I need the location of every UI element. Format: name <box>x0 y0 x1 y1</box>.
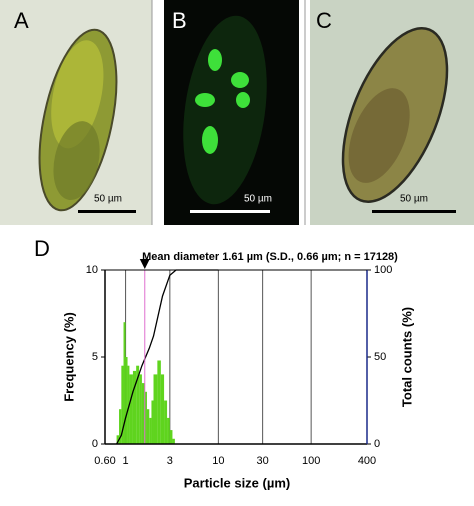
cell-granules <box>51 40 104 149</box>
scale-bar-label: 50 µm <box>400 194 428 205</box>
fluorescence-spot <box>202 126 218 154</box>
histogram-bar <box>121 365 124 444</box>
mean-arrow <box>139 259 150 269</box>
histogram-bar <box>153 374 158 444</box>
y-tick-label: 0 <box>92 438 98 450</box>
scale-bar <box>190 210 270 213</box>
histogram-bar <box>119 409 122 444</box>
scale-bar <box>78 210 136 213</box>
y2-axis-label: Total counts (%) <box>399 307 414 407</box>
panel-label: B <box>172 8 187 33</box>
histogram-bar <box>129 374 133 444</box>
histogram-bar <box>136 365 140 444</box>
panel-c: C 50 µm <box>310 0 474 225</box>
histogram-bar <box>125 357 128 444</box>
histogram-bar <box>139 374 142 444</box>
cell-granules <box>53 121 100 200</box>
y-axis-label: Frequency (%) <box>61 312 76 402</box>
x-tick-label: 1 <box>123 455 129 467</box>
panel-label: A <box>14 8 29 33</box>
scale-bar-label: 50 µm <box>94 194 122 205</box>
histogram-bar <box>172 438 175 444</box>
histogram-bar <box>151 400 154 444</box>
histogram-bar <box>167 417 170 444</box>
cell <box>183 15 267 205</box>
x-tick-label: 400 <box>358 455 376 467</box>
scale-bar-label: 50 µm <box>244 194 272 205</box>
histogram-bar <box>144 391 147 444</box>
histogram-bar <box>157 360 161 444</box>
x-axis-label: Particle size (µm) <box>184 475 290 490</box>
fluorescence-spot <box>195 93 215 107</box>
x-tick-label: 100 <box>302 455 320 467</box>
histogram-bar <box>160 374 165 444</box>
y-tick-label: 10 <box>86 264 98 276</box>
panel-label: C <box>316 8 332 33</box>
histogram-bar <box>146 409 150 444</box>
fluorescence-spot <box>208 49 222 71</box>
annotation: Mean diameter 1.61 µm (S.D., 0.66 µm; n … <box>142 251 398 263</box>
x-tick-label: 30 <box>257 455 269 467</box>
histogram-bar <box>141 383 145 444</box>
histogram-bar <box>132 370 137 444</box>
y-tick-label: 5 <box>92 351 98 363</box>
panel-b: B 50 µm <box>164 0 299 225</box>
fluorescence-spot <box>236 92 250 108</box>
histogram-bar <box>149 417 152 444</box>
x-tick-label: 10 <box>212 455 224 467</box>
histogram-bar <box>164 400 168 444</box>
histogram-bar <box>116 435 120 444</box>
scale-bar <box>372 210 456 213</box>
cell-interior <box>348 88 410 183</box>
histogram-bar <box>127 365 130 444</box>
fluorescence-spot <box>231 72 249 88</box>
x-tick-label: 0.60 <box>94 455 115 467</box>
histogram-bar <box>123 322 126 444</box>
panel-a: A 50 µm <box>0 0 152 225</box>
histogram-bar <box>169 430 173 444</box>
panel-label: D <box>34 236 50 261</box>
y2-tick-label: 100 <box>374 264 392 276</box>
x-tick-label: 3 <box>167 455 173 467</box>
y2-tick-label: 50 <box>374 351 386 363</box>
y2-tick-label: 0 <box>374 438 380 450</box>
